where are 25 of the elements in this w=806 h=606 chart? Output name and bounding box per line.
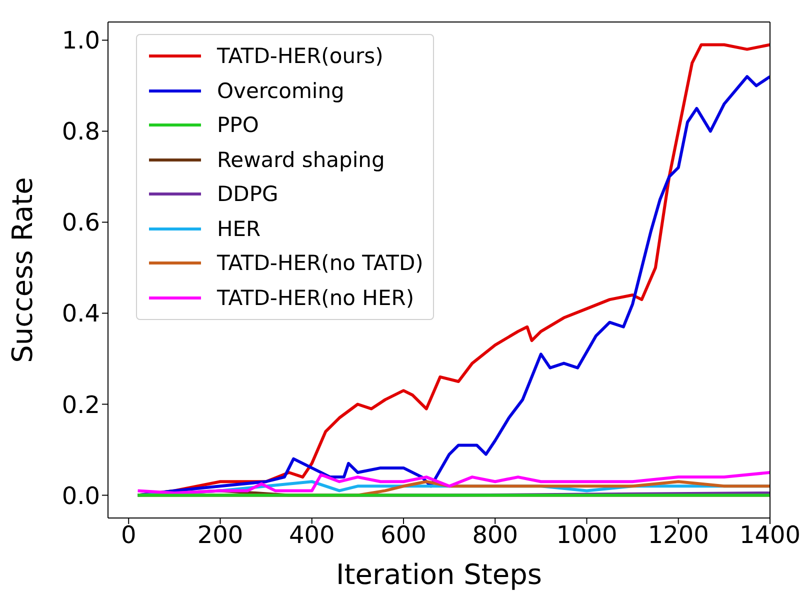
x-tick-label: 200: [197, 521, 244, 550]
legend-label: TATD-HER(no HER): [217, 286, 414, 310]
legend-label: PPO: [217, 113, 259, 138]
x-tick-label: 600: [380, 521, 426, 550]
x-tick-label: 1400: [739, 521, 801, 550]
legend-label: TATD-HER(no TATD): [217, 251, 424, 276]
legend-label: TATD-HER(ours): [217, 44, 384, 68]
x-axis-title: Iteration Steps: [336, 558, 542, 591]
x-tick-label: 1000: [556, 521, 618, 550]
y-axis-title: Success Rate: [6, 177, 39, 363]
legend-label: HER: [217, 216, 261, 241]
y-tick-label: 0.2: [62, 390, 100, 419]
y-tick-label: 0.6: [62, 208, 100, 237]
legend-label: Overcoming: [217, 78, 344, 103]
line-series: [136, 470, 770, 494]
x-tick-label: 400: [288, 521, 335, 550]
x-tick-label: 1200: [648, 521, 709, 550]
y-tick-label: 0.4: [62, 300, 100, 328]
legend-label: DDPG: [217, 182, 278, 206]
y-tick-label: 1.0: [62, 26, 100, 55]
legend-label: Reward shaping: [217, 148, 385, 172]
y-tick-label: 0.8: [62, 118, 100, 146]
x-tick-label: 800: [472, 521, 518, 550]
y-tick-label: 0.0: [62, 482, 100, 510]
x-tick-label: 0: [120, 521, 136, 550]
